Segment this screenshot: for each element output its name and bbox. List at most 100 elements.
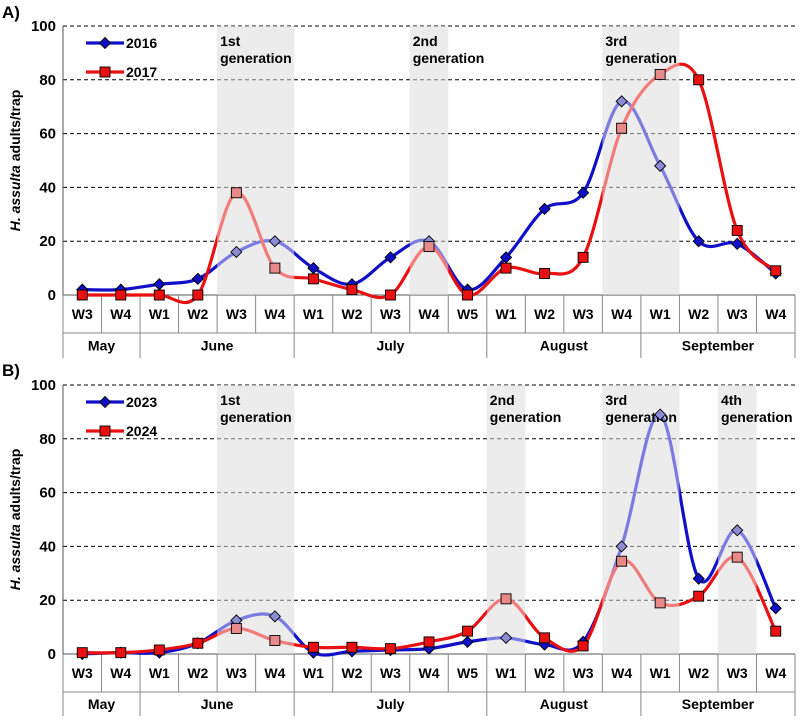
y-tick-label: 40 xyxy=(39,179,56,196)
data-point xyxy=(307,641,319,653)
data-point xyxy=(539,632,551,644)
y-tick-label: 0 xyxy=(48,646,56,663)
x-tick-label: W4 xyxy=(419,306,440,322)
data-point xyxy=(423,241,435,253)
data-point xyxy=(268,235,282,248)
data-point xyxy=(307,273,319,285)
generation-band xyxy=(217,385,295,654)
generation-band xyxy=(717,385,757,654)
data-point xyxy=(731,224,743,236)
x-tick-label: W2 xyxy=(688,306,709,322)
data-point xyxy=(76,647,88,659)
data-point xyxy=(462,289,473,301)
month-label: August xyxy=(540,696,589,712)
x-tick-label: W2 xyxy=(341,306,362,322)
data-point xyxy=(192,289,204,301)
data-point xyxy=(731,237,744,251)
generation-overlay xyxy=(602,26,680,295)
data-point xyxy=(461,635,474,649)
data-point xyxy=(462,625,473,637)
data-point xyxy=(654,68,666,80)
y-axis-label: H. assulta adults/trap xyxy=(7,449,23,591)
x-tick-label: W3 xyxy=(72,306,93,322)
generation-band xyxy=(217,26,295,295)
generation-label: 3rd xyxy=(605,33,627,49)
data-point xyxy=(384,251,397,264)
x-tick-label: W2 xyxy=(688,665,709,681)
legend-label: 2016 xyxy=(126,35,157,51)
x-tick-label: W3 xyxy=(226,665,247,681)
x-tick-label: W1 xyxy=(149,665,170,681)
y-tick-label: 40 xyxy=(39,538,56,555)
generation-label: generation xyxy=(413,50,485,66)
month-label: September xyxy=(682,696,755,712)
y-tick-label: 60 xyxy=(39,485,56,502)
legend-marker xyxy=(98,395,112,409)
x-tick-label: W3 xyxy=(573,665,594,681)
y-tick-label: 60 xyxy=(39,126,56,143)
generation-label: generation xyxy=(605,409,677,425)
data-point xyxy=(654,159,667,173)
y-tick-label: 80 xyxy=(39,72,56,89)
x-tick-label: W5 xyxy=(457,665,478,681)
x-tick-label: W1 xyxy=(303,306,324,322)
data-point xyxy=(692,572,705,585)
data-point xyxy=(115,647,127,659)
generation-label: 4th xyxy=(721,392,742,408)
data-point xyxy=(385,289,396,301)
y-tick-label: 20 xyxy=(39,233,56,250)
data-point xyxy=(192,637,204,649)
x-tick-label: W3 xyxy=(573,306,594,322)
generation-label: generation xyxy=(490,409,562,425)
month-label: July xyxy=(376,696,404,712)
generation-overlay xyxy=(602,385,680,654)
legend-label: 2024 xyxy=(126,423,157,439)
legend-marker xyxy=(98,36,112,50)
data-point xyxy=(230,622,242,634)
x-tick-label: W2 xyxy=(187,306,208,322)
generation-overlay xyxy=(409,26,449,295)
data-point xyxy=(693,74,705,86)
x-tick-label: W2 xyxy=(341,665,362,681)
data-point xyxy=(616,122,628,134)
x-tick-label: W4 xyxy=(611,306,632,322)
data-point xyxy=(769,602,782,615)
legend-label: 2023 xyxy=(126,394,157,410)
data-point xyxy=(654,408,667,421)
data-point xyxy=(153,644,165,656)
x-tick-label: W4 xyxy=(611,665,632,681)
data-point xyxy=(538,202,551,216)
y-tick-label: 100 xyxy=(31,18,56,35)
x-tick-label: W4 xyxy=(264,306,285,322)
month-label: July xyxy=(376,338,404,354)
generation-overlay xyxy=(217,385,295,654)
data-point xyxy=(499,631,513,644)
x-tick-label: W2 xyxy=(534,306,555,322)
x-tick-label: W2 xyxy=(187,665,208,681)
data-point xyxy=(731,524,744,537)
data-point xyxy=(115,289,127,301)
panel-label: B) xyxy=(2,361,20,380)
data-point xyxy=(693,590,705,602)
month-label: May xyxy=(88,696,115,712)
generation-overlay xyxy=(717,385,757,654)
x-tick-label: W3 xyxy=(380,665,401,681)
data-point xyxy=(346,641,358,653)
x-tick-label: W1 xyxy=(650,306,671,322)
data-point xyxy=(731,551,743,563)
generation-overlay xyxy=(217,26,295,295)
legend-label: 2017 xyxy=(126,64,157,80)
generation-label: generation xyxy=(605,50,677,66)
y-tick-label: 100 xyxy=(31,377,56,394)
x-tick-label: W1 xyxy=(149,306,170,322)
legend-marker xyxy=(99,425,111,437)
data-point xyxy=(76,289,88,301)
data-point xyxy=(269,262,281,274)
data-point xyxy=(191,272,204,285)
data-point xyxy=(615,540,628,553)
data-point xyxy=(268,610,282,623)
data-point xyxy=(385,643,396,655)
x-tick-label: W5 xyxy=(457,306,478,322)
x-tick-label: W3 xyxy=(380,306,401,322)
